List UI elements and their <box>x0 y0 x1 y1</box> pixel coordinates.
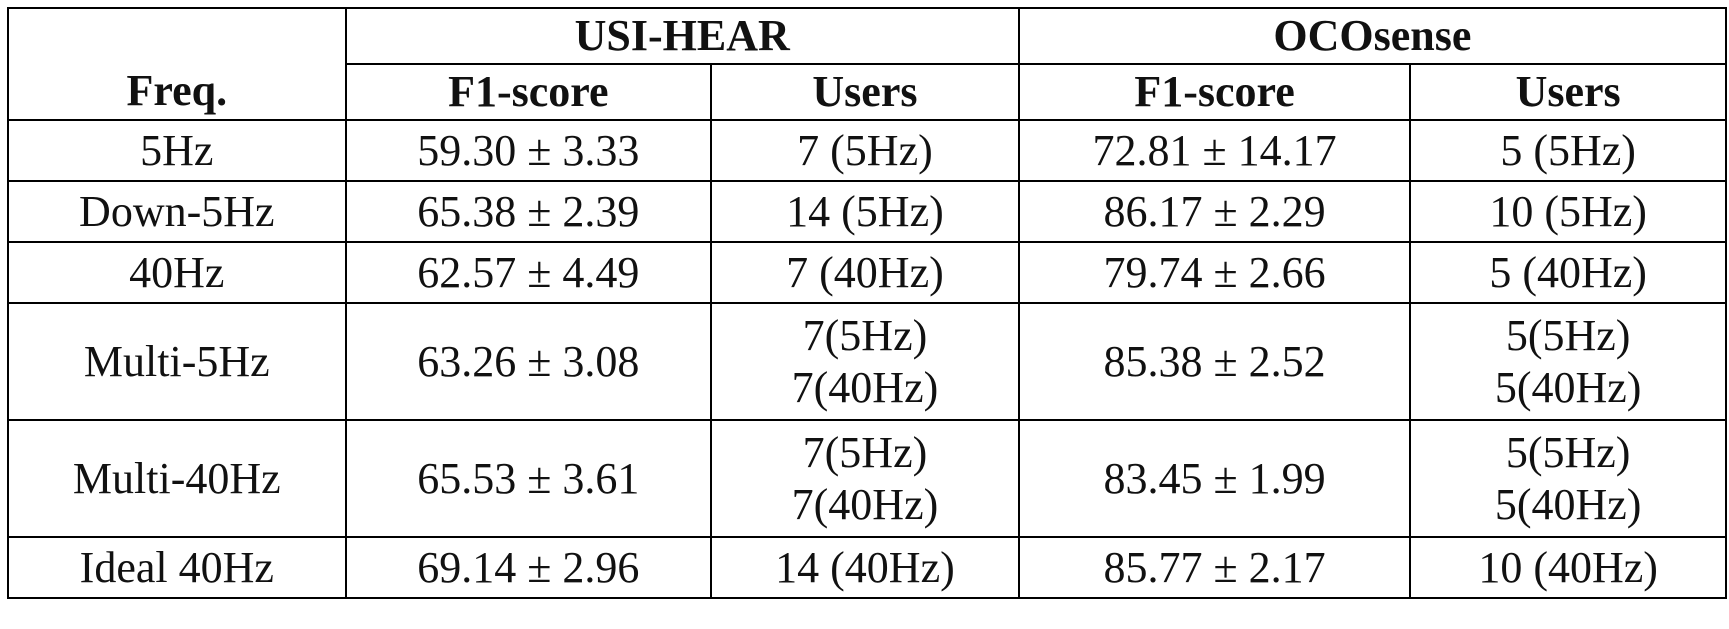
usi-users-cell-line: 7(5Hz) <box>802 427 928 477</box>
oco-users-cell: 10 (40Hz) <box>1409 536 1727 599</box>
oco-f1-cell: 79.74 ± 2.66 <box>1017 241 1412 304</box>
usi-users-cell-line: 14 (5Hz) <box>786 186 944 236</box>
oco-users-cell-line: 5 (5Hz) <box>1500 125 1636 175</box>
oco-users-cell-line: 10 (5Hz) <box>1489 186 1647 236</box>
oco-users-header: Users <box>1409 63 1727 121</box>
oco-f1-cell: 86.17 ± 2.29 <box>1017 180 1412 243</box>
usi-users-cell-line: 7(40Hz) <box>791 479 939 529</box>
oco-users-cell-line: 5 (40Hz) <box>1489 247 1647 297</box>
freq-cell: Multi-40Hz <box>7 419 347 538</box>
results-table: Freq. USI-HEAR OCOsense F1-score Users F… <box>7 7 1728 599</box>
usi-f1-cell: 69.14 ± 2.96 <box>344 536 713 599</box>
oco-users-cell: 10 (5Hz) <box>1409 180 1727 243</box>
table-row: Multi-40Hz 65.53 ± 3.61 7(5Hz) 7(40Hz) 83.45… <box>7 419 1727 538</box>
oco-users-cell-line: 5(5Hz) <box>1505 427 1631 477</box>
usi-f1-cell: 62.57 ± 4.49 <box>344 241 713 304</box>
group-header-row: Freq. USI-HEAR OCOsense <box>7 7 1728 121</box>
usi-users-header: Users <box>710 63 1020 121</box>
usi-f1-cell: 59.30 ± 3.33 <box>344 119 713 182</box>
column-header-row: F1-score Users F1-score Users <box>8 63 1727 121</box>
usi-users-cell-line: 7 (40Hz) <box>786 247 944 297</box>
usi-users-cell-line: 7(5Hz) <box>802 310 928 360</box>
oco-f1-header: F1-score <box>1017 63 1412 121</box>
oco-users-cell: 5(5Hz) 5(40Hz) <box>1409 302 1727 421</box>
usi-f1-cell: 65.38 ± 2.39 <box>344 180 713 243</box>
oco-users-cell-line: 5(40Hz) <box>1494 479 1642 529</box>
oco-users-cell-line: 10 (40Hz) <box>1478 542 1658 592</box>
freq-cell: 40Hz <box>7 241 347 304</box>
freq-cell: 5Hz <box>7 119 347 182</box>
usi-users-cell: 7(5Hz) 7(40Hz) <box>710 302 1020 421</box>
usi-f1-header: F1-score <box>344 63 713 121</box>
oco-users-cell: 5 (5Hz) <box>1409 119 1727 182</box>
oco-f1-cell: 83.45 ± 1.99 <box>1017 419 1412 538</box>
usi-f1-cell: 63.26 ± 3.08 <box>344 302 713 421</box>
oco-users-cell-line: 5(5Hz) <box>1505 310 1631 360</box>
oco-users-cell-line: 5(40Hz) <box>1494 362 1642 412</box>
table-row: Multi-5Hz 63.26 ± 3.08 7(5Hz) 7(40Hz) 85.38 … <box>7 302 1727 421</box>
usi-users-cell-line: 7 (5Hz) <box>797 125 933 175</box>
oco-f1-cell: 72.81 ± 14.17 <box>1017 119 1412 182</box>
freq-cell: Down-5Hz <box>7 180 347 243</box>
usi-f1-cell: 65.53 ± 3.61 <box>344 419 713 538</box>
usi-hear-group-header: USI-HEAR <box>344 7 1020 65</box>
usi-users-cell: 7 (5Hz) <box>710 119 1020 182</box>
table-header: Freq. USI-HEAR OCOsense F1-score Users F… <box>7 7 1728 121</box>
usi-users-cell-line: 14 (40Hz) <box>775 542 955 592</box>
oco-f1-cell: 85.38 ± 2.52 <box>1017 302 1412 421</box>
table-row: 5Hz 59.30 ± 3.33 7 (5Hz) 72.81 ± 14.17 5 (5H… <box>7 119 1727 182</box>
usi-users-cell-line: 7(40Hz) <box>791 362 939 412</box>
table-row: Down-5Hz 65.38 ± 2.39 14 (5Hz) 86.17 ± 2.29… <box>7 180 1727 243</box>
table-row: Ideal 40Hz 69.14 ± 2.96 14 (40Hz) 85.77 ± 2… <box>7 536 1727 599</box>
usi-users-cell: 7 (40Hz) <box>710 241 1020 304</box>
freq-cell: Multi-5Hz <box>7 302 347 421</box>
oco-f1-cell: 85.77 ± 2.17 <box>1017 536 1412 599</box>
usi-users-cell: 14 (40Hz) <box>710 536 1020 599</box>
ocosense-group-header: OCOsense <box>1017 7 1728 65</box>
freq-header: Freq. <box>7 7 347 121</box>
usi-users-cell: 14 (5Hz) <box>710 180 1020 243</box>
usi-users-cell: 7(5Hz) 7(40Hz) <box>710 419 1020 538</box>
table-body: 5Hz 59.30 ± 3.33 7 (5Hz) 72.81 ± 14.17 5 (5H… <box>7 119 1727 599</box>
oco-users-cell: 5 (40Hz) <box>1409 241 1727 304</box>
freq-cell: Ideal 40Hz <box>7 536 347 599</box>
table-row: 40Hz 62.57 ± 4.49 7 (40Hz) 79.74 ± 2.66 5 (4… <box>7 241 1727 304</box>
oco-users-cell: 5(5Hz) 5(40Hz) <box>1409 419 1727 538</box>
